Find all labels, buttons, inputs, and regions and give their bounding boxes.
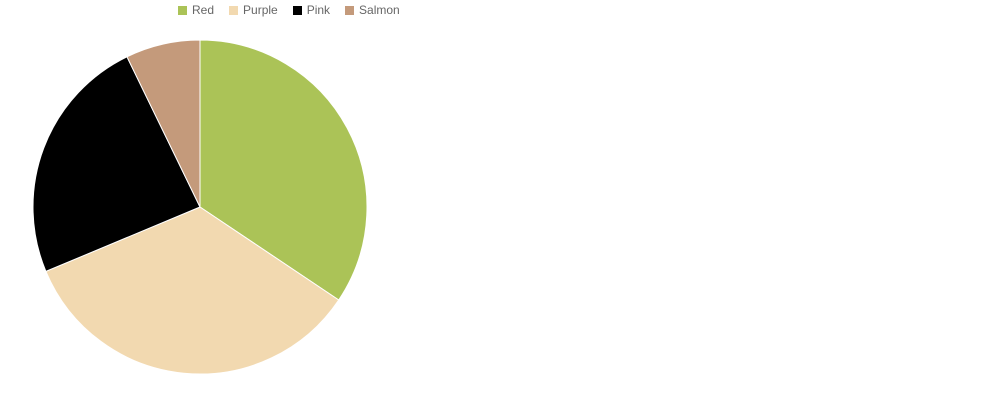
pie-slices — [32, 39, 368, 375]
pie-slice-pink[interactable] — [32, 56, 201, 273]
legend-label-red: Red — [192, 3, 215, 17]
legend-label-salmon: Salmon — [359, 3, 400, 17]
legend-swatch-purple — [229, 5, 239, 15]
legend-swatch-red — [178, 5, 187, 15]
pie-slice-red[interactable] — [199, 39, 368, 301]
chart-legend: Red Purple Pink Salmon — [178, 3, 415, 17]
legend-item-salmon[interactable]: Salmon — [345, 3, 400, 17]
legend-swatch-pink — [292, 5, 302, 15]
pie-slice-salmon[interactable] — [126, 39, 201, 208]
legend-item-purple[interactable]: Purple — [229, 3, 278, 17]
legend-label-pink: Pink — [306, 3, 331, 17]
legend-item-red[interactable]: Red — [178, 3, 214, 17]
legend-item-pink[interactable]: Pink — [292, 3, 331, 17]
pie-slice-purple[interactable] — [45, 206, 340, 375]
legend-label-purple: Purple — [243, 3, 278, 17]
legend-swatch-salmon — [345, 5, 355, 15]
